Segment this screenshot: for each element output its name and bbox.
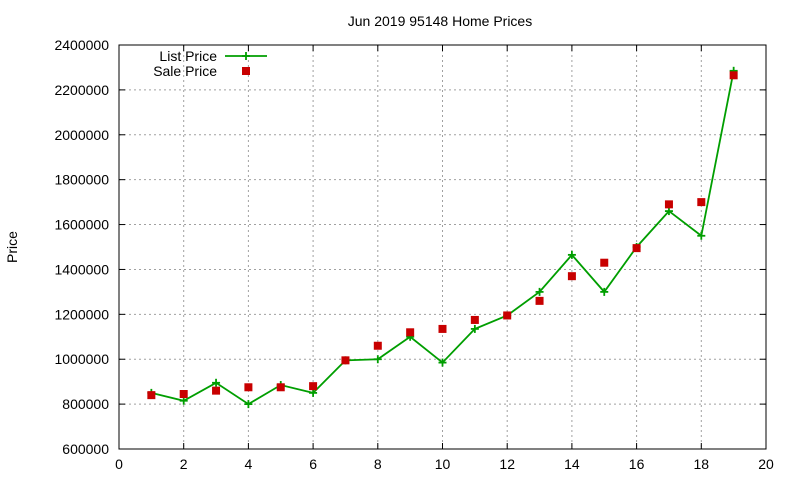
- sale-price-point: [632, 244, 641, 253]
- sale-price-point: [276, 383, 285, 392]
- y-tick-label: 2400000: [54, 37, 109, 53]
- sale-price-point: [212, 386, 221, 395]
- x-tick-label: 10: [435, 456, 451, 472]
- x-tick-label: 14: [564, 456, 580, 472]
- sale-price-point: [697, 198, 706, 207]
- axis-ticks: 0 2 4 6 8 10 12 14 16 18 20 600000 800000 1000000 1200…: [54, 37, 774, 472]
- sale-price-point: [503, 311, 512, 320]
- sale-price-point: [373, 341, 382, 350]
- y-tick-label: 1800000: [54, 172, 109, 188]
- x-tick-label: 18: [694, 456, 710, 472]
- chart-title: Jun 2019 95148 Home Prices: [348, 13, 532, 29]
- list-price-point: [244, 400, 253, 409]
- sale-price-point: [438, 324, 447, 333]
- legend-label-list: List Price: [159, 48, 217, 64]
- y-tick-label: 600000: [62, 441, 109, 457]
- list-price-point: [697, 231, 706, 240]
- sale-price-point: [406, 328, 415, 337]
- y-tick-label: 2000000: [54, 127, 109, 143]
- x-tick-label: 8: [374, 456, 382, 472]
- sale-price-point: [567, 272, 576, 281]
- series-layer: [147, 66, 738, 409]
- sale-price-point: [664, 200, 673, 209]
- y-tick-label: 1400000: [54, 261, 109, 277]
- sale-price-point: [535, 296, 544, 305]
- sale-price-point: [341, 356, 350, 365]
- list-price-point: [212, 378, 221, 387]
- y-tick-label: 800000: [62, 396, 109, 412]
- x-tick-label: 2: [180, 456, 188, 472]
- x-tick-label: 20: [758, 456, 774, 472]
- sale-price-point: [244, 383, 253, 392]
- plot-border: [118, 44, 767, 450]
- y-axis-label: Price: [4, 231, 20, 263]
- x-tick-label: 4: [245, 456, 253, 472]
- list-price-point: [438, 358, 447, 367]
- list-price-point: [664, 207, 673, 216]
- list-price-point: [373, 355, 382, 364]
- sale-price-point: [729, 71, 738, 80]
- sale-price-point: [147, 391, 156, 400]
- list-price-point: [470, 324, 479, 333]
- x-tick-label: 12: [499, 456, 515, 472]
- list-price-point: [600, 287, 609, 296]
- sale-price-point: [179, 390, 188, 399]
- x-tick-label: 16: [629, 456, 645, 472]
- list-price-point: [309, 388, 318, 397]
- list-price-point: [567, 250, 576, 259]
- sale-price-point: [309, 382, 318, 391]
- sale-price-point: [600, 258, 609, 267]
- list-price-point: [535, 287, 544, 296]
- y-tick-label: 1000000: [54, 351, 109, 367]
- legend-label-sale: Sale Price: [153, 63, 217, 79]
- x-tick-label: 6: [309, 456, 317, 472]
- list-price-point: [179, 396, 188, 405]
- y-tick-label: 2200000: [54, 82, 109, 98]
- grid: [119, 45, 766, 449]
- legend-marker-sale: [242, 67, 250, 75]
- y-tick-label: 1200000: [54, 306, 109, 322]
- sale-price-point: [470, 315, 479, 324]
- x-tick-label: 0: [115, 456, 123, 472]
- y-tick-label: 1600000: [54, 217, 109, 233]
